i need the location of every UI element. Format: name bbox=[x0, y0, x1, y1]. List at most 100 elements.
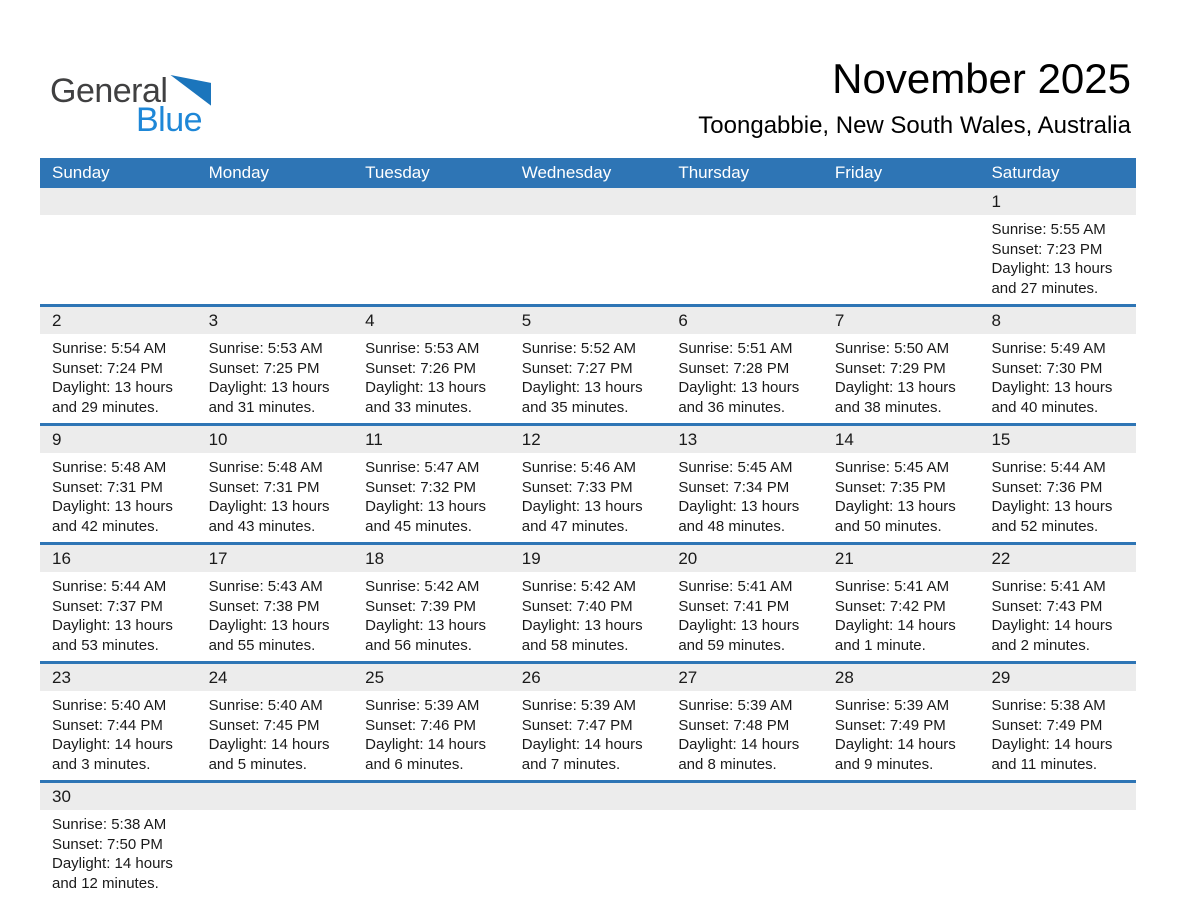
sunset-text: Sunset: 7:42 PM bbox=[834, 597, 946, 615]
calendar-cell: Sunrise: 5:44 AM Sunset: 7:37 PM Daylight:… bbox=[40, 572, 197, 661]
daylight-text: Daylight: 13 hours and 48 minutes. bbox=[678, 498, 800, 535]
daylight-text: Daylight: 13 hours and 33 minutes. bbox=[365, 379, 487, 416]
sunrise-text: Sunrise: 5:51 AM bbox=[678, 340, 793, 357]
date-number: 2 bbox=[52, 311, 62, 330]
date-number-row: 30 bbox=[40, 783, 1136, 810]
day-detail-row: Sunrise: 5:44 AM Sunset: 7:37 PM Daylight:… bbox=[40, 572, 1136, 661]
weekday-header-wednesday: Wednesday bbox=[521, 163, 612, 182]
date-number: 21 bbox=[834, 549, 854, 568]
sunset-text: Sunset: 7:35 PM bbox=[834, 478, 946, 496]
calendar-cell: Sunrise: 5:40 AM Sunset: 7:44 PM Daylight:… bbox=[40, 691, 197, 780]
daylight-text: Daylight: 13 hours and 31 minutes. bbox=[208, 379, 330, 416]
calendar-cell: Sunrise: 5:39 AM Sunset: 7:49 PM Daylight:… bbox=[823, 691, 980, 780]
sunset-text: Sunset: 7:40 PM bbox=[521, 597, 633, 615]
daylight-text: Daylight: 13 hours and 47 minutes. bbox=[521, 498, 643, 535]
sunset-text: Sunset: 7:36 PM bbox=[991, 478, 1103, 496]
calendar-cell: Sunrise: 5:44 AM Sunset: 7:36 PM Daylight:… bbox=[979, 453, 1136, 542]
calendar-cell: Sunrise: 5:50 AM Sunset: 7:29 PM Daylight:… bbox=[823, 334, 980, 423]
date-number: 6 bbox=[678, 311, 688, 330]
empty-date-cell bbox=[40, 188, 197, 215]
sunset-text: Sunset: 7:23 PM bbox=[991, 240, 1103, 258]
date-number: 1 bbox=[991, 192, 1001, 211]
empty-calendar-cell bbox=[510, 810, 667, 899]
sunrise-text: Sunrise: 5:39 AM bbox=[678, 697, 793, 714]
empty-calendar-cell bbox=[979, 810, 1136, 899]
calendar-cell: Sunrise: 5:54 AM Sunset: 7:24 PM Daylight:… bbox=[40, 334, 197, 423]
daylight-text: Daylight: 13 hours and 42 minutes. bbox=[52, 498, 173, 535]
date-number: 14 bbox=[834, 430, 854, 449]
calendar-cell: Sunrise: 5:48 AM Sunset: 7:31 PM Daylight:… bbox=[40, 453, 197, 542]
date-number: 26 bbox=[521, 668, 541, 687]
date-number-row: 23 24 25 26 27 28 29 bbox=[40, 664, 1136, 691]
date-number: 15 bbox=[991, 430, 1011, 449]
calendar-cell: Sunrise: 5:41 AM Sunset: 7:43 PM Daylight:… bbox=[979, 572, 1136, 661]
sunset-text: Sunset: 7:47 PM bbox=[521, 716, 633, 734]
calendar: Sunday Monday Tuesday Wednesday Thursday… bbox=[40, 158, 1136, 899]
sunset-text: Sunset: 7:38 PM bbox=[208, 597, 320, 615]
calendar-cell: Sunrise: 5:51 AM Sunset: 7:28 PM Daylight:… bbox=[666, 334, 823, 423]
daylight-text: Daylight: 13 hours and 35 minutes. bbox=[521, 379, 643, 416]
title-block: November 2025 Toongabbie, New South Wale… bbox=[698, 57, 1131, 139]
sunrise-text: Sunrise: 5:40 AM bbox=[208, 697, 323, 714]
calendar-cell: Sunrise: 5:38 AM Sunset: 7:49 PM Daylight:… bbox=[979, 691, 1136, 780]
empty-calendar-cell bbox=[666, 215, 823, 304]
daylight-text: Daylight: 14 hours and 3 minutes. bbox=[52, 736, 173, 773]
sunset-text: Sunset: 7:26 PM bbox=[365, 359, 477, 377]
sunrise-text: Sunrise: 5:45 AM bbox=[834, 459, 950, 476]
date-number: 11 bbox=[365, 430, 383, 449]
weekday-header-monday: Monday bbox=[208, 163, 270, 182]
weekday-header-tuesday: Tuesday bbox=[365, 163, 430, 182]
daylight-text: Daylight: 14 hours and 2 minutes. bbox=[991, 617, 1113, 654]
daylight-text: Daylight: 13 hours and 36 minutes. bbox=[678, 379, 800, 416]
date-number-row: 2 3 4 5 6 7 8 bbox=[40, 307, 1136, 334]
empty-calendar-cell bbox=[197, 215, 354, 304]
calendar-cell: Sunrise: 5:41 AM Sunset: 7:42 PM Daylight:… bbox=[823, 572, 980, 661]
daylight-text: Daylight: 14 hours and 7 minutes. bbox=[521, 736, 643, 773]
calendar-cell: Sunrise: 5:42 AM Sunset: 7:40 PM Daylight:… bbox=[510, 572, 667, 661]
sunrise-text: Sunrise: 5:41 AM bbox=[678, 578, 793, 595]
sunset-text: Sunset: 7:48 PM bbox=[678, 716, 790, 734]
sunrise-text: Sunrise: 5:41 AM bbox=[834, 578, 950, 595]
calendar-week: 16 17 18 19 20 21 22 Sunrise: 5:44 AM Sunset: 7:… bbox=[40, 545, 1136, 664]
general-blue-logo: General Blue bbox=[50, 74, 212, 137]
calendar-cell: Sunrise: 5:40 AM Sunset: 7:45 PM Daylight:… bbox=[197, 691, 354, 780]
date-number: 4 bbox=[365, 311, 375, 330]
calendar-cell: Sunrise: 5:43 AM Sunset: 7:38 PM Daylight:… bbox=[197, 572, 354, 661]
sunset-text: Sunset: 7:32 PM bbox=[365, 478, 477, 496]
daylight-text: Daylight: 14 hours and 11 minutes. bbox=[991, 736, 1113, 773]
sunrise-text: Sunrise: 5:38 AM bbox=[52, 816, 167, 833]
sunset-text: Sunset: 7:31 PM bbox=[208, 478, 320, 496]
daylight-text: Daylight: 13 hours and 58 minutes. bbox=[521, 617, 643, 654]
empty-calendar-cell bbox=[823, 215, 980, 304]
date-number: 19 bbox=[521, 549, 541, 568]
daylight-text: Daylight: 13 hours and 53 minutes. bbox=[52, 617, 173, 654]
weekday-header-friday: Friday bbox=[834, 163, 883, 182]
sunset-text: Sunset: 7:49 PM bbox=[991, 716, 1103, 734]
daylight-text: Daylight: 13 hours and 59 minutes. bbox=[678, 617, 800, 654]
sunrise-text: Sunrise: 5:48 AM bbox=[52, 459, 167, 476]
empty-date-cell bbox=[197, 188, 354, 215]
sunset-text: Sunset: 7:50 PM bbox=[52, 835, 163, 853]
weekday-header-saturday: Saturday bbox=[991, 163, 1060, 182]
calendar-cell: Sunrise: 5:45 AM Sunset: 7:34 PM Daylight:… bbox=[666, 453, 823, 542]
daylight-text: Daylight: 13 hours and 40 minutes. bbox=[991, 379, 1113, 416]
daylight-text: Daylight: 13 hours and 38 minutes. bbox=[834, 379, 956, 416]
weekday-header-sunday: Sunday bbox=[52, 163, 110, 182]
calendar-cell: Sunrise: 5:49 AM Sunset: 7:30 PM Daylight:… bbox=[979, 334, 1136, 423]
date-number: 10 bbox=[208, 430, 228, 449]
sunset-text: Sunset: 7:44 PM bbox=[52, 716, 163, 734]
daylight-text: Daylight: 13 hours and 27 minutes. bbox=[991, 260, 1113, 297]
date-number: 28 bbox=[834, 668, 854, 687]
date-number: 8 bbox=[991, 311, 1001, 330]
daylight-text: Daylight: 13 hours and 50 minutes. bbox=[834, 498, 956, 535]
date-number: 22 bbox=[991, 549, 1011, 568]
date-number: 25 bbox=[365, 668, 385, 687]
sunset-text: Sunset: 7:29 PM bbox=[834, 359, 946, 377]
sunset-text: Sunset: 7:46 PM bbox=[365, 716, 477, 734]
calendar-cell: Sunrise: 5:53 AM Sunset: 7:26 PM Daylight:… bbox=[353, 334, 510, 423]
sunrise-text: Sunrise: 5:49 AM bbox=[991, 340, 1106, 357]
empty-date-cell bbox=[353, 783, 510, 810]
sunset-text: Sunset: 7:31 PM bbox=[52, 478, 163, 496]
calendar-cell: Sunrise: 5:39 AM Sunset: 7:47 PM Daylight:… bbox=[510, 691, 667, 780]
empty-calendar-cell bbox=[353, 810, 510, 899]
